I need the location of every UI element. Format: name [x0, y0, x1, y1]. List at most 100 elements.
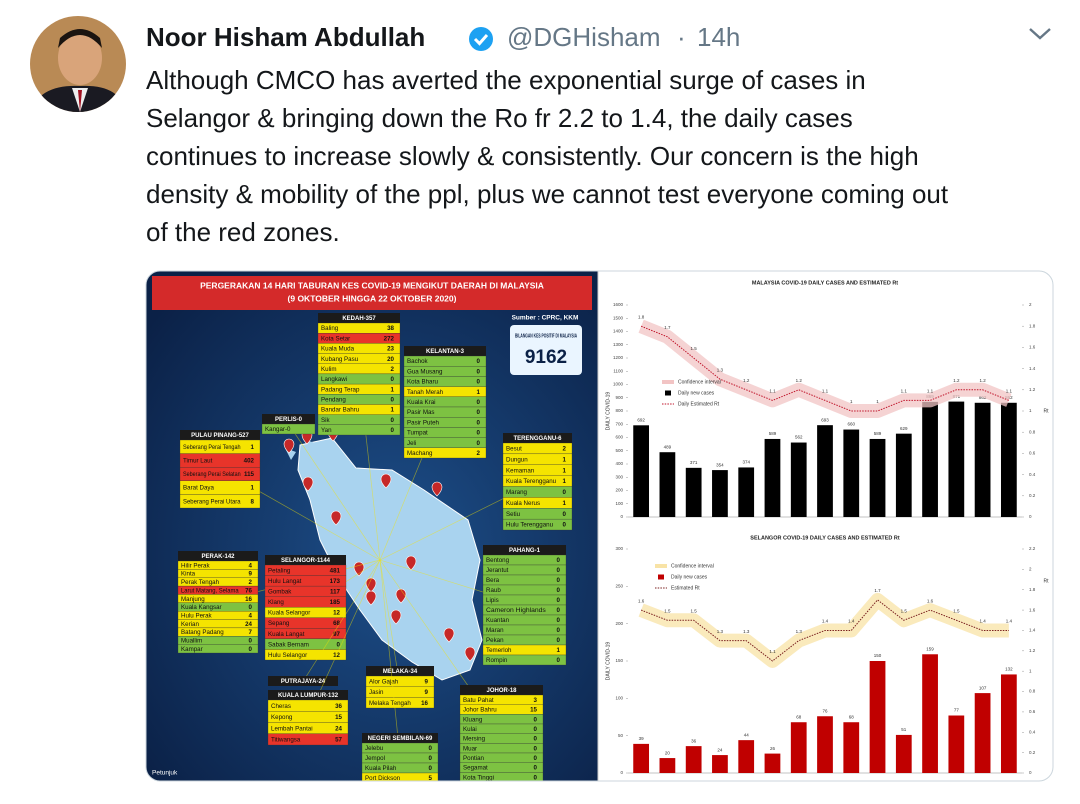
district-count: 15 [335, 714, 342, 721]
district-name: Jerantut [486, 567, 509, 574]
rt-label: 1.1 [1006, 389, 1013, 394]
district-name: Kota Bharu [407, 379, 439, 386]
bar [1000, 674, 1017, 773]
district-name: Kuala Nerus [506, 500, 540, 507]
y-tick-label: 0 [620, 514, 623, 519]
district-row [177, 644, 259, 654]
y2-axis-label: Rt [1044, 408, 1050, 414]
region-name: SELANGOR-1144 [281, 558, 331, 564]
district-name: Petaling [268, 567, 291, 574]
district-name: Kulim [321, 366, 336, 373]
bar-label: 44 [744, 732, 750, 737]
avatar[interactable] [30, 16, 126, 112]
district-count: 0 [563, 489, 567, 496]
district-count: 5 [429, 775, 433, 782]
bar [738, 740, 755, 773]
tweet-line: Although CMCO has averted the exponentia… [146, 65, 866, 95]
bar [764, 438, 781, 517]
district-count: 1 [251, 444, 255, 451]
rt-label: 1.5 [691, 608, 698, 613]
district-name: Kota Setar [321, 335, 350, 342]
district-count: 0 [391, 376, 395, 383]
district-count: 0 [534, 745, 538, 752]
y2-tick-label: 0.8 [1029, 429, 1036, 434]
y-tick-label: 1400 [613, 329, 624, 334]
district-name: Perak Tengah [181, 579, 220, 586]
district-name: Kemaman [506, 467, 535, 474]
rt-label: 1.4 [979, 619, 986, 624]
bar [659, 758, 676, 773]
district-count: 173 [330, 578, 341, 585]
author-name[interactable]: Noor Hisham Abdullah [146, 22, 425, 52]
district-name: Mersing [463, 736, 486, 743]
district-name: Dungun [506, 456, 528, 463]
bar-label: 51 [901, 727, 907, 732]
count-box [510, 325, 582, 375]
district-name: Muallim [181, 638, 202, 645]
district-name: Kerian [181, 621, 199, 628]
y-tick-label: 200 [615, 488, 623, 493]
bar [685, 746, 702, 773]
rt-label: 1.6 [638, 598, 645, 603]
district-name: Hilir Perak [181, 562, 210, 569]
district-name: Marang [506, 489, 528, 496]
y2-tick-label: 2.2 [1029, 546, 1036, 551]
timestamp[interactable]: 14h [697, 22, 740, 52]
district-count: 2 [391, 366, 395, 373]
rt-label: 1.1 [901, 389, 908, 394]
bar [869, 438, 886, 517]
y2-tick-label: 0.4 [1029, 472, 1036, 477]
region-name: NEGERI SEMBILAN-69 [368, 736, 433, 742]
district-row [459, 772, 544, 781]
district-row [317, 414, 401, 425]
district-name: Lipis [486, 597, 499, 604]
district-name: Gua Musang [407, 368, 443, 375]
bar [843, 722, 860, 773]
district-name: Kuantan [486, 617, 510, 624]
rt-label: 1.5 [953, 608, 960, 613]
district-name: Muar [463, 745, 477, 752]
district-name: Cheras [271, 703, 291, 710]
bar [895, 734, 912, 773]
rt-label: 1.1 [769, 389, 776, 394]
legend-label: Daily Estimated Rt [678, 401, 720, 407]
bar [948, 401, 965, 517]
district-row [482, 654, 567, 666]
district-count: 402 [244, 458, 255, 465]
region-header-bg [178, 551, 258, 561]
district-count: 0 [477, 358, 481, 365]
region-name: PUTRAJAYA-24 [281, 679, 326, 685]
district-count: 16 [245, 596, 252, 603]
source: Sumber : CPRC, KKM [512, 315, 579, 322]
y2-tick-label: 0.6 [1029, 451, 1036, 456]
district-count: 117 [330, 589, 341, 596]
region-name: MELAKA-34 [383, 669, 418, 675]
handle[interactable]: @DGHisham [507, 22, 661, 52]
infographic: PERGERAKAN 14 HARI TABURAN KES COVID-19 … [152, 280, 582, 782]
bar-label: 692 [637, 417, 645, 422]
bar-label: 68 [849, 714, 855, 719]
district-name: Seberang Perai Utara [183, 498, 241, 505]
district-count: 2 [563, 446, 567, 453]
bar-label: 589 [769, 431, 777, 436]
rt-label: 1.3 [743, 629, 750, 634]
district-count: 57 [335, 737, 342, 744]
region-name: PERLIS-0 [275, 417, 303, 423]
legend-label: Estimated Rt [671, 585, 700, 591]
menu-chevron[interactable] [1029, 28, 1051, 40]
district-name: Pasir Mas [407, 409, 435, 416]
bar-label: 26 [770, 746, 776, 751]
rt-label: 1.3 [796, 629, 803, 634]
rt-label: 1.4 [822, 619, 829, 624]
district-name: Kluang [463, 716, 483, 723]
bar-label: 371 [690, 460, 698, 465]
rt-label: 1.3 [717, 367, 724, 372]
media[interactable]: PERGERAKAN 14 HARI TABURAN KES COVID-19 … [146, 271, 1053, 783]
y-tick-label: 1600 [613, 302, 624, 307]
district-count: 0 [557, 637, 561, 644]
pin [330, 510, 342, 526]
bar [843, 429, 860, 517]
bar-label: 76 [822, 708, 828, 713]
district-count: 9 [249, 571, 253, 578]
y-tick-label: 1200 [613, 355, 624, 360]
